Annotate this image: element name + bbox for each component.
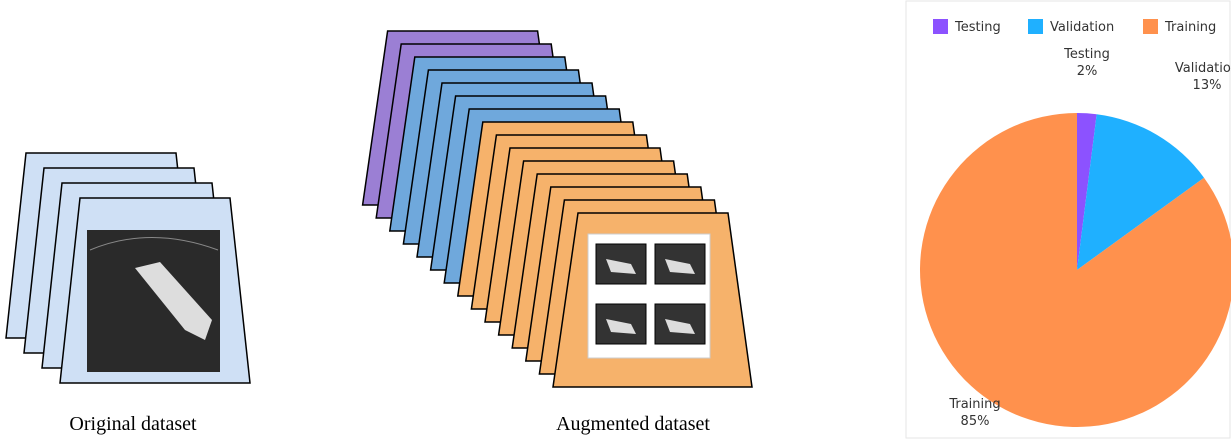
augmented-caption: Augmented dataset (556, 413, 710, 435)
legend-swatch (1028, 19, 1043, 34)
slice-value: 2% (1077, 64, 1098, 79)
photo (87, 230, 220, 372)
pie-chart: Testing 2% Validation 13% Training 85% Testing… (920, 19, 1231, 429)
slice-label: Training (948, 397, 1000, 412)
page: Original dataset Augmented dataset Testi… (0, 0, 1231, 439)
legend-label: Testing (954, 20, 1001, 35)
slice-value: 85% (961, 414, 990, 429)
legend-swatch (1143, 19, 1158, 34)
slice-label: Testing (1063, 47, 1110, 62)
legend-label: Validation (1050, 20, 1114, 35)
slice-label: Validation (1175, 61, 1231, 76)
dataset-frames (6, 31, 752, 387)
figure: Original dataset Augmented dataset Testi… (0, 0, 1231, 439)
slice-value: 13% (1193, 78, 1222, 93)
legend-label: Training (1164, 20, 1216, 35)
legend-swatch (933, 19, 948, 34)
original-caption: Original dataset (69, 413, 197, 435)
